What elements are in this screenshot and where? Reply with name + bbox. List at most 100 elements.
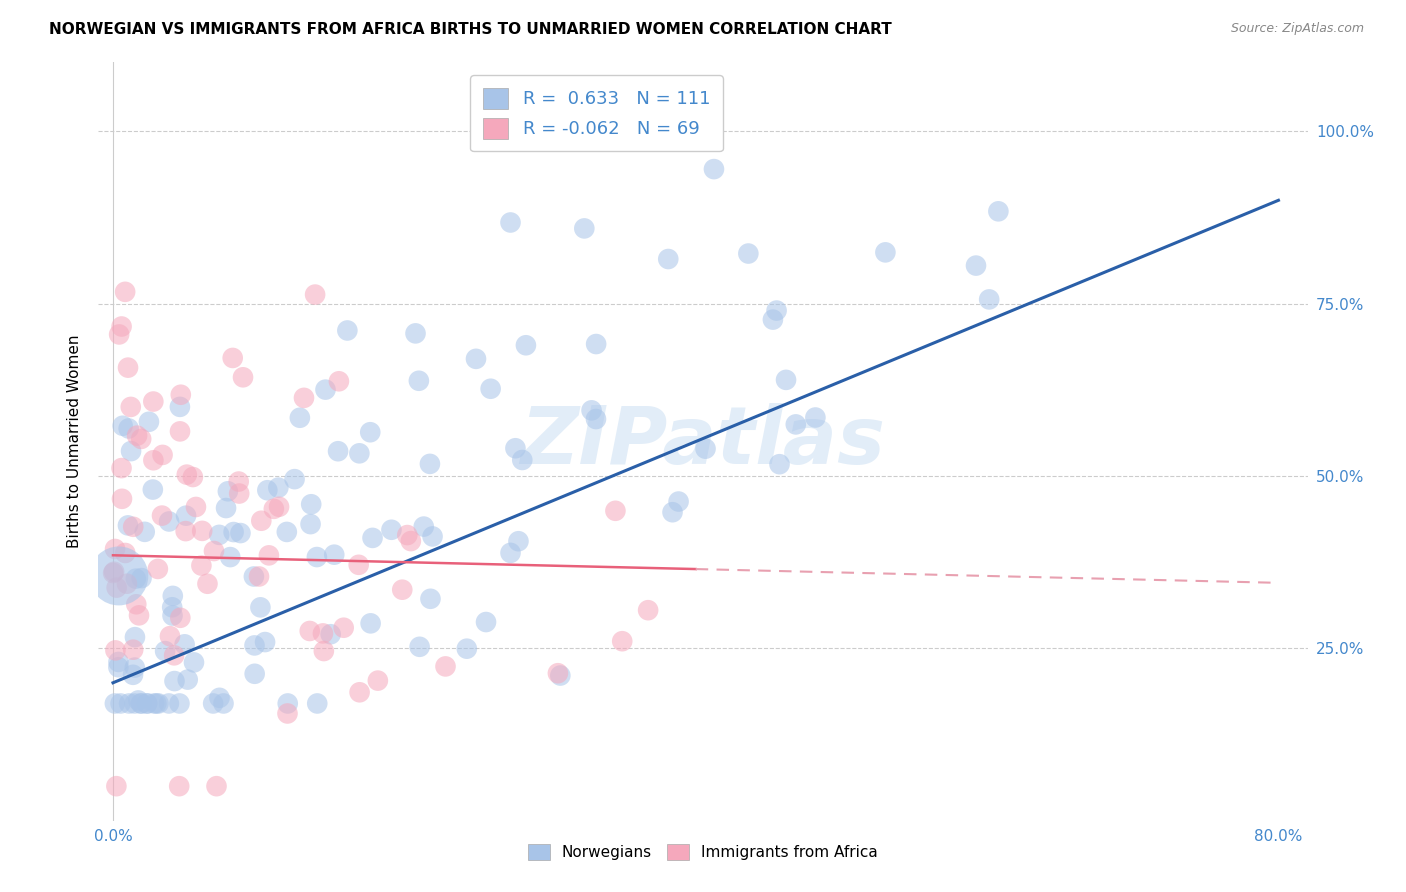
Point [157, 697, 180, 711]
Point [190, 558, 212, 573]
Point [695, 442, 717, 456]
Point [222, 351, 245, 365]
Point [276, 706, 298, 721]
Point [167, 779, 190, 793]
Point [396, 528, 419, 542]
Point [104, 541, 127, 556]
Legend: Norwegians, Immigrants from Africa: Norwegians, Immigrants from Africa [522, 838, 884, 866]
Point [768, 457, 790, 471]
Point [637, 603, 659, 617]
Point [148, 697, 170, 711]
Point [547, 666, 569, 681]
Point [456, 641, 478, 656]
Point [668, 494, 690, 508]
Point [232, 370, 254, 384]
Point [299, 497, 322, 511]
Point [114, 546, 136, 560]
Point [122, 668, 145, 682]
Point [162, 589, 184, 603]
Point [247, 569, 270, 583]
Point [183, 656, 205, 670]
Point [107, 660, 129, 674]
Point [215, 501, 238, 516]
Point [360, 616, 382, 631]
Point [762, 312, 785, 326]
Point [184, 500, 207, 514]
Point [153, 644, 176, 658]
Point [475, 615, 498, 629]
Point [505, 442, 527, 456]
Point [125, 572, 148, 586]
Point [775, 373, 797, 387]
Point [163, 648, 186, 663]
Point [127, 693, 149, 707]
Point [114, 285, 136, 299]
Point [332, 621, 354, 635]
Point [661, 505, 683, 519]
Point [110, 697, 132, 711]
Point [162, 608, 184, 623]
Y-axis label: Births to Unmarried Women: Births to Unmarried Women [66, 334, 82, 549]
Text: NORWEGIAN VS IMMIGRANTS FROM AFRICA BIRTHS TO UNMARRIED WOMEN CORRELATION CHART: NORWEGIAN VS IMMIGRANTS FROM AFRICA BIRT… [49, 22, 891, 37]
Point [804, 410, 827, 425]
Point [550, 668, 572, 682]
Point [169, 425, 191, 439]
Point [124, 630, 146, 644]
Point [205, 779, 228, 793]
Point [169, 400, 191, 414]
Point [229, 526, 252, 541]
Point [191, 524, 214, 538]
Point [104, 697, 127, 711]
Point [101, 566, 124, 580]
Point [292, 391, 315, 405]
Point [105, 779, 128, 793]
Point [499, 546, 522, 560]
Point [243, 569, 266, 583]
Point [361, 531, 384, 545]
Point [142, 483, 165, 497]
Point [434, 659, 457, 673]
Point [120, 444, 142, 458]
Point [408, 374, 430, 388]
Point [349, 446, 371, 460]
Point [103, 565, 125, 579]
Point [284, 472, 307, 486]
Point [326, 444, 349, 458]
Point [108, 569, 131, 583]
Point [163, 674, 186, 689]
Point [118, 697, 141, 711]
Point [145, 697, 167, 711]
Point [176, 467, 198, 482]
Point [118, 421, 141, 435]
Point [965, 259, 987, 273]
Point [347, 558, 370, 572]
Point [173, 637, 195, 651]
Point [319, 627, 342, 641]
Point [138, 415, 160, 429]
Point [299, 517, 322, 532]
Point [612, 634, 634, 648]
Point [124, 697, 146, 711]
Point [202, 697, 225, 711]
Point [122, 520, 145, 534]
Point [412, 519, 434, 533]
Point [419, 457, 441, 471]
Point [349, 685, 371, 699]
Point [312, 626, 335, 640]
Point [212, 697, 235, 711]
Point [159, 629, 181, 643]
Text: Source: ZipAtlas.com: Source: ZipAtlas.com [1230, 22, 1364, 36]
Point [157, 515, 180, 529]
Point [250, 514, 273, 528]
Point [380, 523, 402, 537]
Point [585, 412, 607, 426]
Point [581, 403, 603, 417]
Point [120, 400, 142, 414]
Point [142, 453, 165, 467]
Point [243, 666, 266, 681]
Point [174, 524, 197, 538]
Point [177, 673, 200, 687]
Point [129, 697, 152, 711]
Point [765, 303, 787, 318]
Point [399, 534, 422, 549]
